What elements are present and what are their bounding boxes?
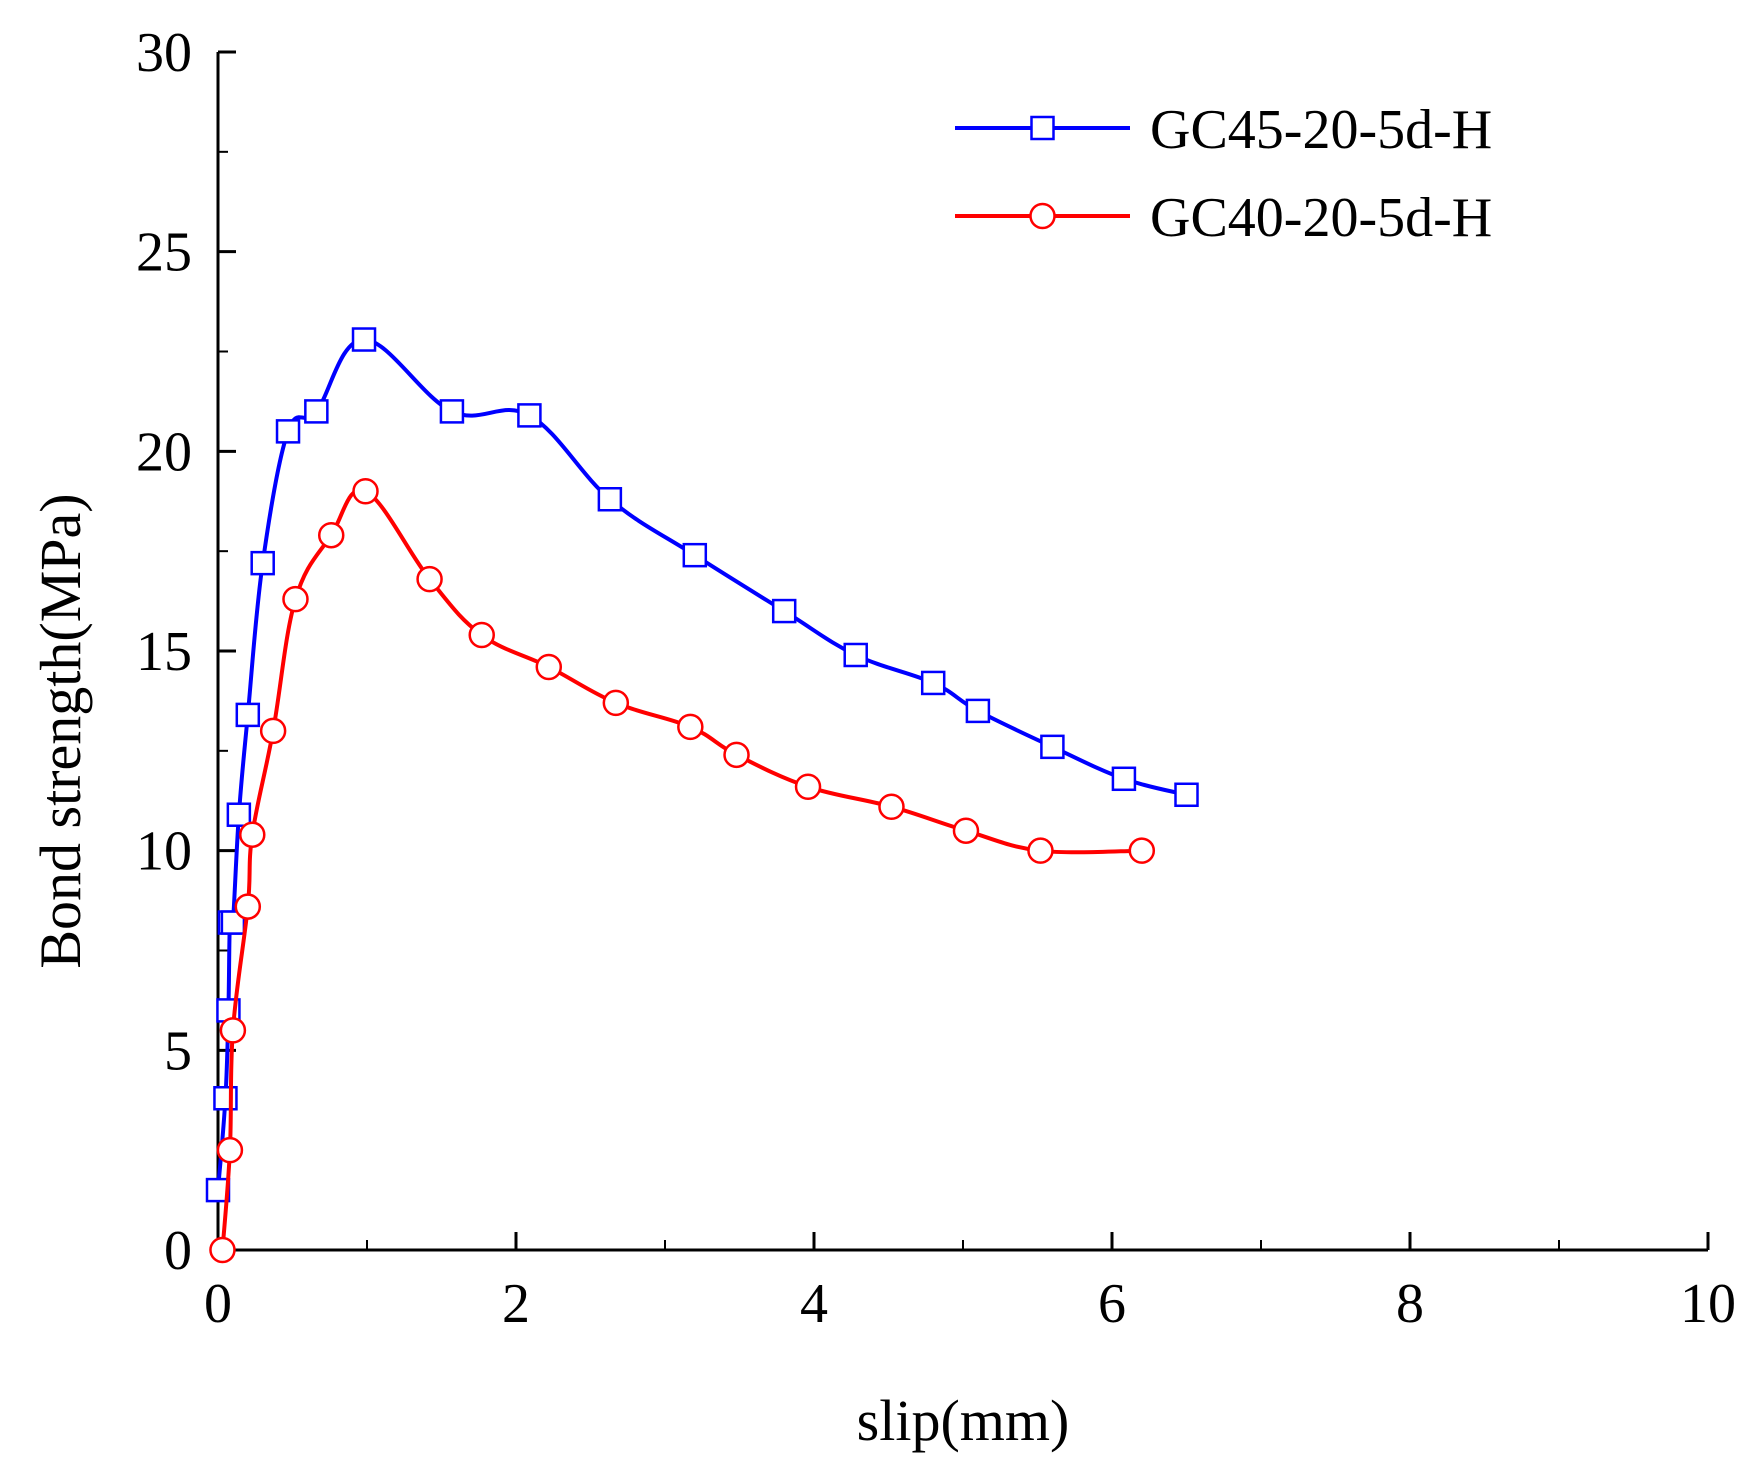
legend-marker bbox=[1030, 115, 1055, 141]
data-point bbox=[1128, 837, 1156, 864]
data-point bbox=[275, 419, 301, 444]
x-tick-label: 0 bbox=[204, 1273, 232, 1335]
series-layer bbox=[205, 327, 1199, 1264]
legend-entry-1: GC45-20-5d-H bbox=[955, 99, 1492, 161]
data-point bbox=[965, 698, 991, 724]
data-point bbox=[250, 550, 275, 576]
y-tick-label: 20 bbox=[136, 421, 192, 483]
y-tick-label: 0 bbox=[164, 1220, 192, 1282]
legend-label: GC40-20-5d-H bbox=[1150, 187, 1492, 249]
series-1 bbox=[205, 327, 1199, 1203]
series-2 bbox=[209, 478, 1156, 1264]
data-point bbox=[219, 1017, 247, 1044]
x-tick-label: 6 bbox=[1098, 1273, 1126, 1335]
series-line bbox=[216, 337, 1187, 1191]
x-tick-label: 8 bbox=[1396, 1273, 1424, 1335]
data-point bbox=[209, 1236, 236, 1264]
data-point bbox=[517, 403, 542, 428]
x-tick-label: 4 bbox=[800, 1273, 828, 1335]
x-tick-label: 10 bbox=[1680, 1273, 1736, 1335]
data-point bbox=[794, 773, 822, 801]
x-axis-title: slip(mm) bbox=[857, 1388, 1070, 1453]
data-point bbox=[1027, 837, 1054, 864]
data-point bbox=[352, 478, 379, 505]
data-point bbox=[220, 910, 246, 935]
data-point bbox=[1111, 766, 1137, 792]
y-tick-label: 30 bbox=[136, 22, 192, 84]
data-point bbox=[878, 793, 905, 820]
legend-entry-2: GC40-20-5d-H bbox=[955, 187, 1492, 249]
data-point bbox=[282, 585, 309, 613]
x-tick-label: 2 bbox=[502, 1273, 530, 1335]
data-point bbox=[1040, 734, 1065, 760]
legend-label: GC45-20-5d-H bbox=[1150, 99, 1492, 161]
data-point bbox=[952, 817, 980, 844]
data-point bbox=[843, 642, 868, 668]
data-point bbox=[416, 565, 443, 593]
data-point bbox=[1174, 782, 1199, 808]
data-point bbox=[682, 542, 708, 568]
data-point bbox=[920, 670, 946, 696]
data-point bbox=[351, 327, 377, 352]
data-point bbox=[468, 621, 495, 649]
data-point bbox=[304, 399, 329, 424]
data-point bbox=[677, 713, 704, 741]
data-point bbox=[317, 521, 345, 549]
legend: GC45-20-5d-H GC40-20-5d-H bbox=[955, 99, 1492, 249]
y-tick-label: 10 bbox=[136, 821, 192, 883]
data-point bbox=[535, 653, 563, 681]
data-point bbox=[602, 689, 630, 717]
y-axis-title: Bond strength(MPa) bbox=[28, 493, 93, 968]
data-point bbox=[439, 399, 465, 424]
series-line bbox=[220, 488, 1142, 1251]
y-tick-label: 5 bbox=[164, 1020, 192, 1082]
legend-marker bbox=[1029, 202, 1056, 230]
data-point bbox=[235, 702, 261, 728]
data-point bbox=[597, 487, 623, 512]
data-point bbox=[234, 893, 262, 920]
data-point bbox=[226, 802, 252, 827]
data-point bbox=[213, 1086, 238, 1111]
data-point bbox=[723, 741, 750, 769]
y-tick-label: 25 bbox=[136, 222, 192, 284]
data-point bbox=[239, 821, 266, 848]
data-point bbox=[259, 717, 287, 745]
data-point bbox=[771, 598, 797, 624]
y-tick-label: 15 bbox=[136, 621, 192, 683]
axes: 0 2 4 6 8 10 0 5 10 15 20 25 30 bbox=[136, 22, 1736, 1335]
data-point bbox=[216, 1136, 244, 1164]
